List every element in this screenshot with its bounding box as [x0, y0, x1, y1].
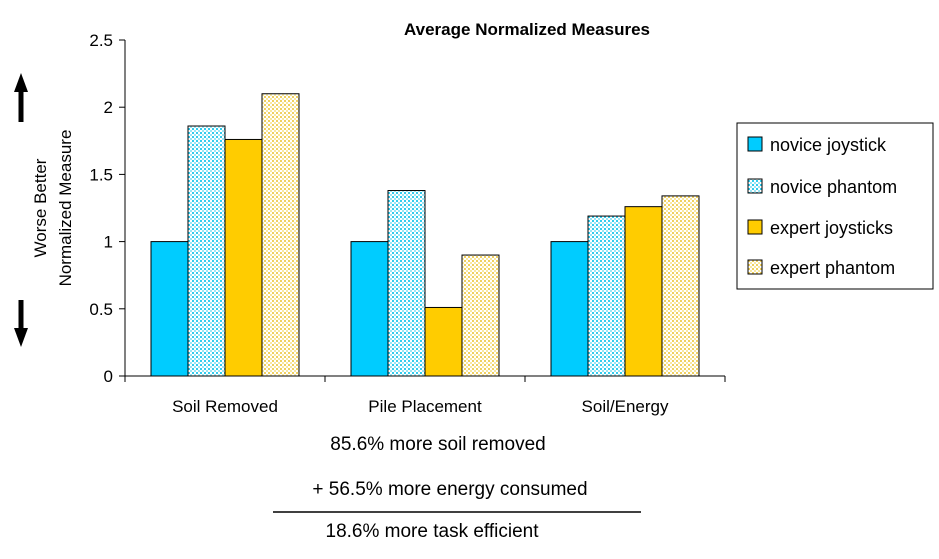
legend-swatch [747, 259, 763, 275]
bar [261, 93, 300, 377]
bar [661, 195, 700, 377]
bar [550, 241, 589, 377]
chart-title: Average Normalized Measures [404, 20, 650, 39]
bar [387, 190, 426, 377]
legend-swatch [747, 136, 763, 152]
x-category-label: Pile Placement [368, 397, 482, 416]
bars [150, 93, 700, 377]
y-tick-label: 2 [104, 98, 113, 117]
bar [461, 254, 500, 377]
y-tick-label: 2.5 [89, 31, 113, 50]
bar [187, 125, 226, 377]
annotation-energy-consumed: + 56.5% more energy consumed [312, 479, 587, 500]
y-ticks: 0 0.5 1 1.5 2 2.5 [89, 31, 125, 386]
side-label: Worse Better [14, 73, 50, 347]
legend-label: novice joystick [770, 135, 887, 155]
x-category-label: Soil Removed [172, 397, 278, 416]
down-arrow-icon [14, 300, 28, 347]
legend-label: expert phantom [770, 258, 895, 278]
y-tick-label: 1.5 [89, 165, 113, 184]
y-axis-title: Normalized Measure [56, 130, 75, 287]
bar [424, 306, 463, 377]
legend-label: novice phantom [770, 177, 897, 197]
bar [224, 138, 263, 377]
legend-swatch [747, 178, 763, 194]
bar [624, 206, 663, 377]
side-label-text: Worse Better [31, 158, 50, 257]
legend-frame [736, 122, 934, 290]
bar [350, 241, 389, 377]
legend: novice joystick novice phantom expert joys… [736, 122, 934, 290]
y-tick-label: 0 [104, 367, 113, 386]
annotation-soil-removed: 85.6% more soil removed [330, 434, 545, 455]
annotation-task-efficient: 18.6% more task efficient [326, 521, 540, 542]
x-category-label: Soil/Energy [582, 397, 669, 416]
x-ticks: Soil Removed Pile Placement Soil/Energy [124, 376, 726, 416]
bar [587, 215, 626, 377]
legend-swatch [747, 219, 763, 235]
y-tick-label: 1 [104, 233, 113, 252]
y-tick-label: 0.5 [89, 300, 113, 319]
up-arrow-icon [14, 73, 28, 122]
bar [150, 241, 189, 377]
legend-label: expert joysticks [770, 218, 893, 238]
